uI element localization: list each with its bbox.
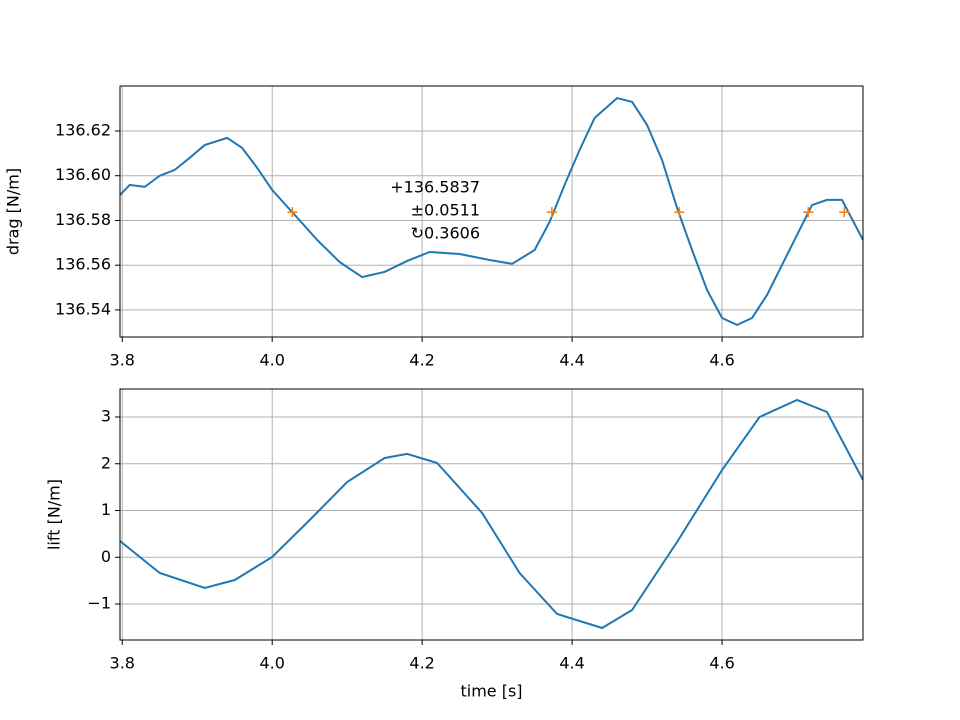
annotation: ↻0.3606 [411, 224, 480, 243]
annotation: ±0.0511 [411, 201, 480, 220]
y-axis-label: lift [N/m] [45, 479, 64, 550]
y-tick-label: 136.62 [55, 120, 111, 139]
x-tick-label: 3.8 [110, 351, 135, 370]
axes-frame [119, 388, 864, 641]
marker [803, 207, 814, 218]
y-tick-label: 1 [101, 500, 111, 519]
x-tick-label: 4.6 [709, 654, 734, 673]
x-tick-label: 4.4 [559, 351, 584, 370]
marker [839, 207, 850, 218]
x-tick-label: 4.0 [259, 654, 284, 673]
y-tick-label: −1 [87, 594, 111, 613]
x-tick-label: 4.0 [259, 351, 284, 370]
y-tick-label: 3 [101, 407, 111, 426]
x-tick-label: 4.4 [559, 654, 584, 673]
marker [287, 207, 298, 218]
data-line [120, 96, 863, 327]
x-tick-label: 4.2 [409, 351, 434, 370]
y-axis-label: drag [N/m] [4, 168, 23, 255]
y-tick-label: 136.56 [55, 255, 111, 274]
y-tick-label: 0 [101, 547, 111, 566]
annotation: +136.5837 [390, 178, 480, 197]
axes-frame [119, 85, 864, 338]
x-tick-label: 4.2 [409, 654, 434, 673]
x-tick-label: 3.8 [110, 654, 135, 673]
y-tick-label: 136.60 [55, 165, 111, 184]
data-line [120, 398, 863, 630]
x-axis-label: time [s] [460, 682, 522, 701]
x-tick-label: 4.6 [709, 351, 734, 370]
y-tick-label: 136.54 [55, 299, 111, 318]
marker [546, 207, 557, 218]
y-tick-label: 2 [101, 453, 111, 472]
y-tick-label: 136.58 [55, 210, 111, 229]
marker [674, 207, 685, 218]
